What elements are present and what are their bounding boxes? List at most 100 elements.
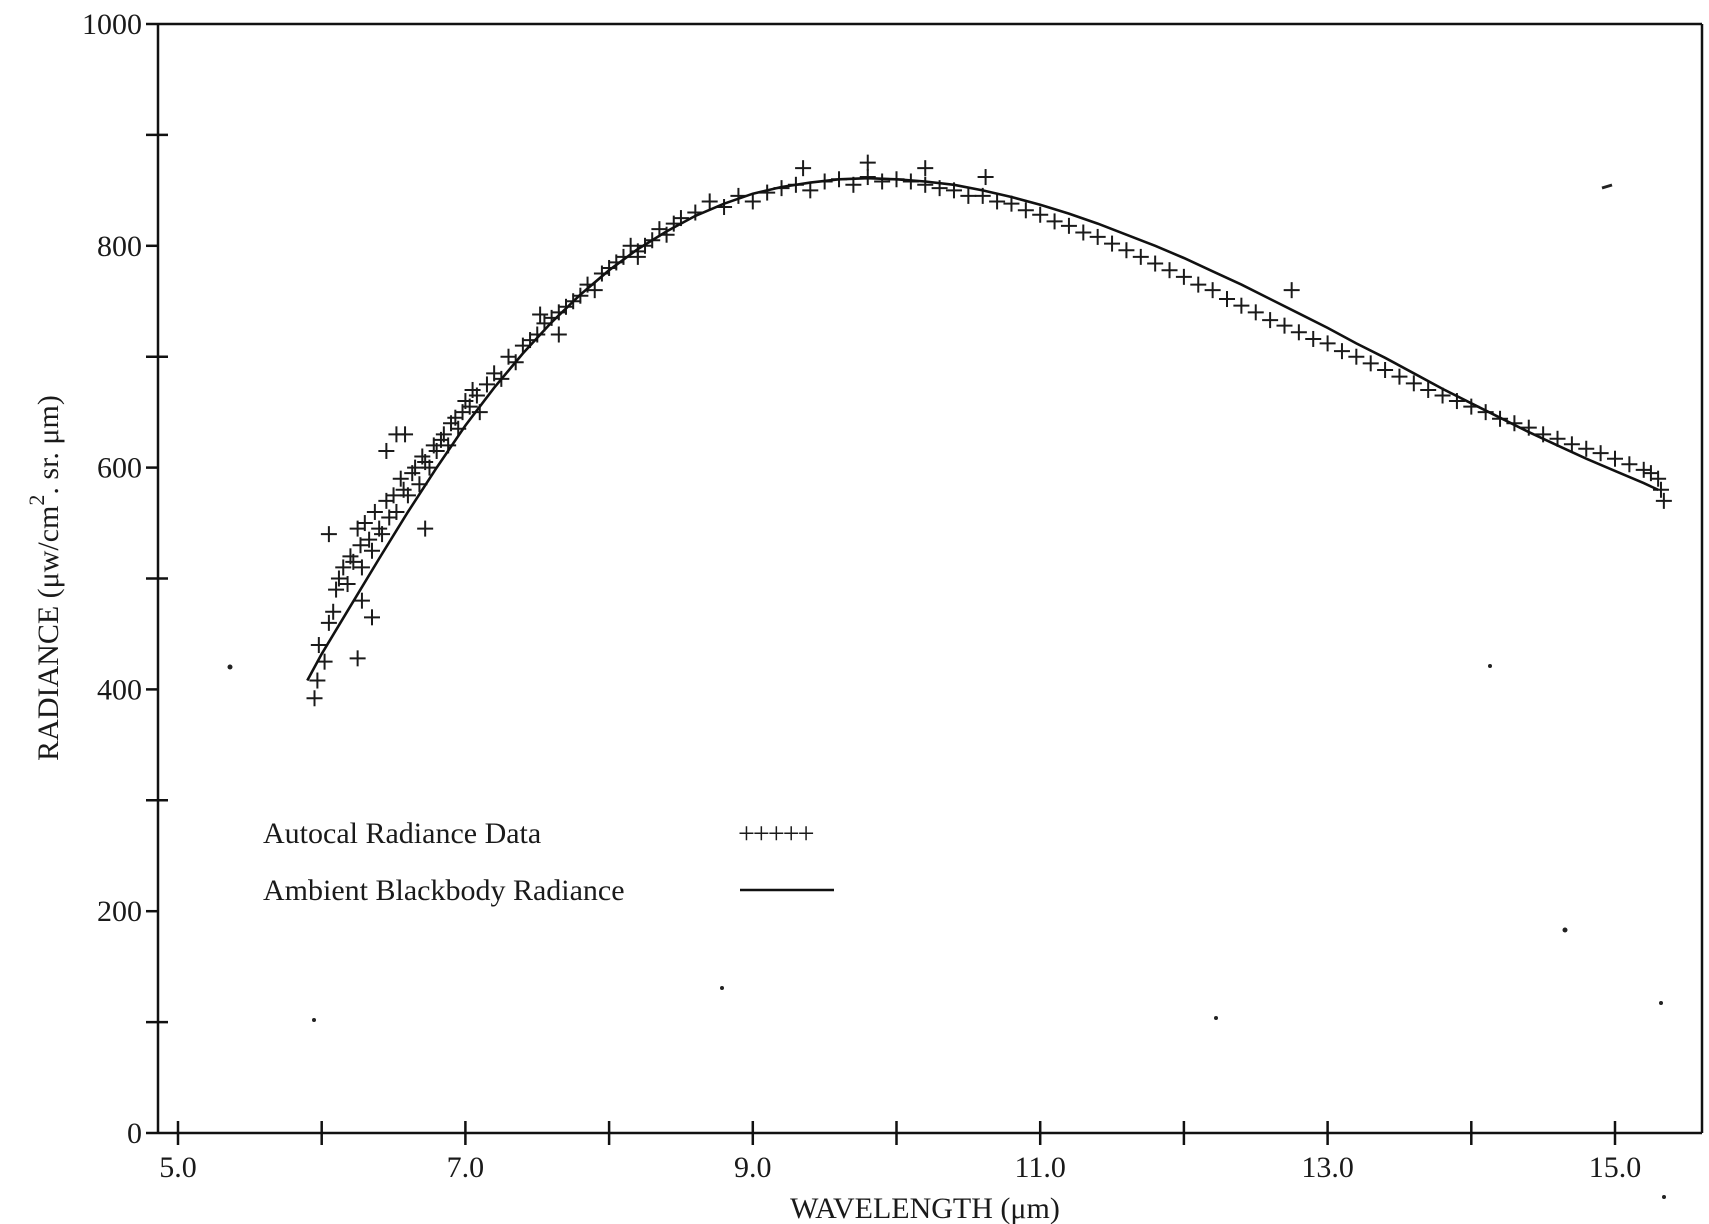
data-point-marker <box>701 193 718 210</box>
data-point-marker <box>353 592 370 609</box>
x-tick-label: 7.0 <box>447 1151 485 1184</box>
data-point-marker <box>320 614 337 631</box>
x-tick-label: 5.0 <box>159 1151 197 1184</box>
data-point-marker <box>421 459 438 476</box>
y-axis-title: RADIANCE (μw/cm2. sr. μm) <box>24 395 65 761</box>
data-point-marker <box>1060 217 1077 234</box>
data-point-marker <box>1233 297 1250 314</box>
data-point-marker <box>1132 248 1149 265</box>
data-point-marker <box>1283 282 1300 299</box>
y-tick-label: 400 <box>97 673 142 706</box>
data-point-marker <box>1405 375 1422 392</box>
data-point-marker <box>1391 368 1408 385</box>
data-point-marker <box>1621 456 1638 473</box>
data-point-marker <box>1655 492 1672 509</box>
data-point-marker <box>977 169 994 186</box>
data-point-marker <box>1377 362 1394 379</box>
speck <box>1662 1195 1666 1199</box>
speck <box>1659 1001 1663 1005</box>
speck <box>227 664 233 670</box>
data-point-marker <box>1089 228 1106 245</box>
data-point-marker <box>1650 470 1667 487</box>
legend: Autocal Radiance Data +++++ Ambient Blac… <box>263 817 834 907</box>
data-point-marker <box>1592 445 1609 462</box>
data-point-marker <box>802 182 819 199</box>
speck <box>1601 183 1613 190</box>
data-point-marker <box>478 376 495 393</box>
data-point-marker <box>417 520 434 537</box>
data-point-marker <box>392 470 409 487</box>
data-point-marker <box>309 672 326 689</box>
blackbody-radiance-line <box>306 176 1659 682</box>
data-point-marker <box>1290 324 1307 341</box>
data-point-marker <box>917 176 934 193</box>
data-point-marker <box>428 442 445 459</box>
data-point-marker <box>328 581 345 598</box>
data-point-marker <box>1017 202 1034 219</box>
data-point-marker <box>1563 436 1580 453</box>
data-point-marker <box>316 653 333 670</box>
data-point-marker <box>363 542 380 559</box>
x-tick-label: 11.0 <box>1015 1151 1066 1184</box>
x-tick-label: 13.0 <box>1301 1151 1354 1184</box>
data-point-marker <box>1635 461 1652 478</box>
y-tick-label: 1000 <box>82 8 142 41</box>
data-point-marker <box>1420 381 1437 398</box>
data-point-marker <box>407 459 424 476</box>
y-tick-label: 200 <box>97 895 142 928</box>
data-point-marker <box>795 160 812 177</box>
autocal-data-series <box>306 154 1672 707</box>
y-tick-label: 800 <box>97 230 142 263</box>
data-point-marker <box>339 576 356 593</box>
data-point-marker <box>917 160 934 177</box>
data-point-marker <box>345 553 362 570</box>
data-point-marker <box>468 387 485 404</box>
data-point-marker <box>1305 330 1322 347</box>
data-point-marker <box>356 515 373 532</box>
x-axis-title: WAVELENGTH (μm) <box>790 1192 1060 1224</box>
data-point-marker <box>1219 291 1236 308</box>
data-point-marker <box>352 537 369 554</box>
data-point-marker <box>529 326 546 343</box>
data-point-marker <box>989 193 1006 210</box>
scan-specks <box>227 183 1666 1199</box>
data-point-marker <box>1032 206 1049 223</box>
data-point-marker <box>353 559 370 576</box>
data-point-marker <box>435 426 452 443</box>
speck <box>1214 1016 1218 1020</box>
data-point-marker <box>399 487 416 504</box>
data-point-marker <box>363 609 380 626</box>
data-point-marker <box>859 154 876 171</box>
data-point-marker <box>335 559 352 576</box>
data-point-marker <box>1118 242 1135 259</box>
data-point-marker <box>461 398 478 415</box>
legend-marker-autocal: +++++ <box>738 817 814 850</box>
data-point-marker <box>1104 235 1121 252</box>
data-point-marker <box>1175 268 1192 285</box>
data-point-marker <box>330 570 347 587</box>
data-point-marker <box>1075 224 1092 241</box>
data-point-marker <box>1247 304 1264 321</box>
data-point-marker <box>744 193 761 210</box>
data-point-marker <box>874 173 891 190</box>
data-point-marker <box>349 650 366 667</box>
data-point-marker <box>586 282 603 299</box>
data-point-marker <box>1147 255 1164 272</box>
data-point-marker <box>325 603 342 620</box>
data-point-marker <box>1362 355 1379 372</box>
data-point-marker <box>378 442 395 459</box>
data-point-marker <box>388 503 405 520</box>
speck <box>1488 664 1492 668</box>
legend-label-blackbody: Ambient Blackbody Radiance <box>263 874 625 907</box>
data-point-marker <box>1262 312 1279 329</box>
y-tick-label: 0 <box>127 1117 142 1150</box>
data-point-marker <box>532 306 549 323</box>
data-point-marker <box>1190 276 1207 293</box>
data-point-marker <box>361 531 378 548</box>
data-point-marker <box>385 487 402 504</box>
data-point-marker <box>1578 440 1595 457</box>
data-point-marker <box>1607 450 1623 467</box>
speck <box>1562 927 1568 933</box>
x-tick-label: 9.0 <box>734 1151 772 1184</box>
